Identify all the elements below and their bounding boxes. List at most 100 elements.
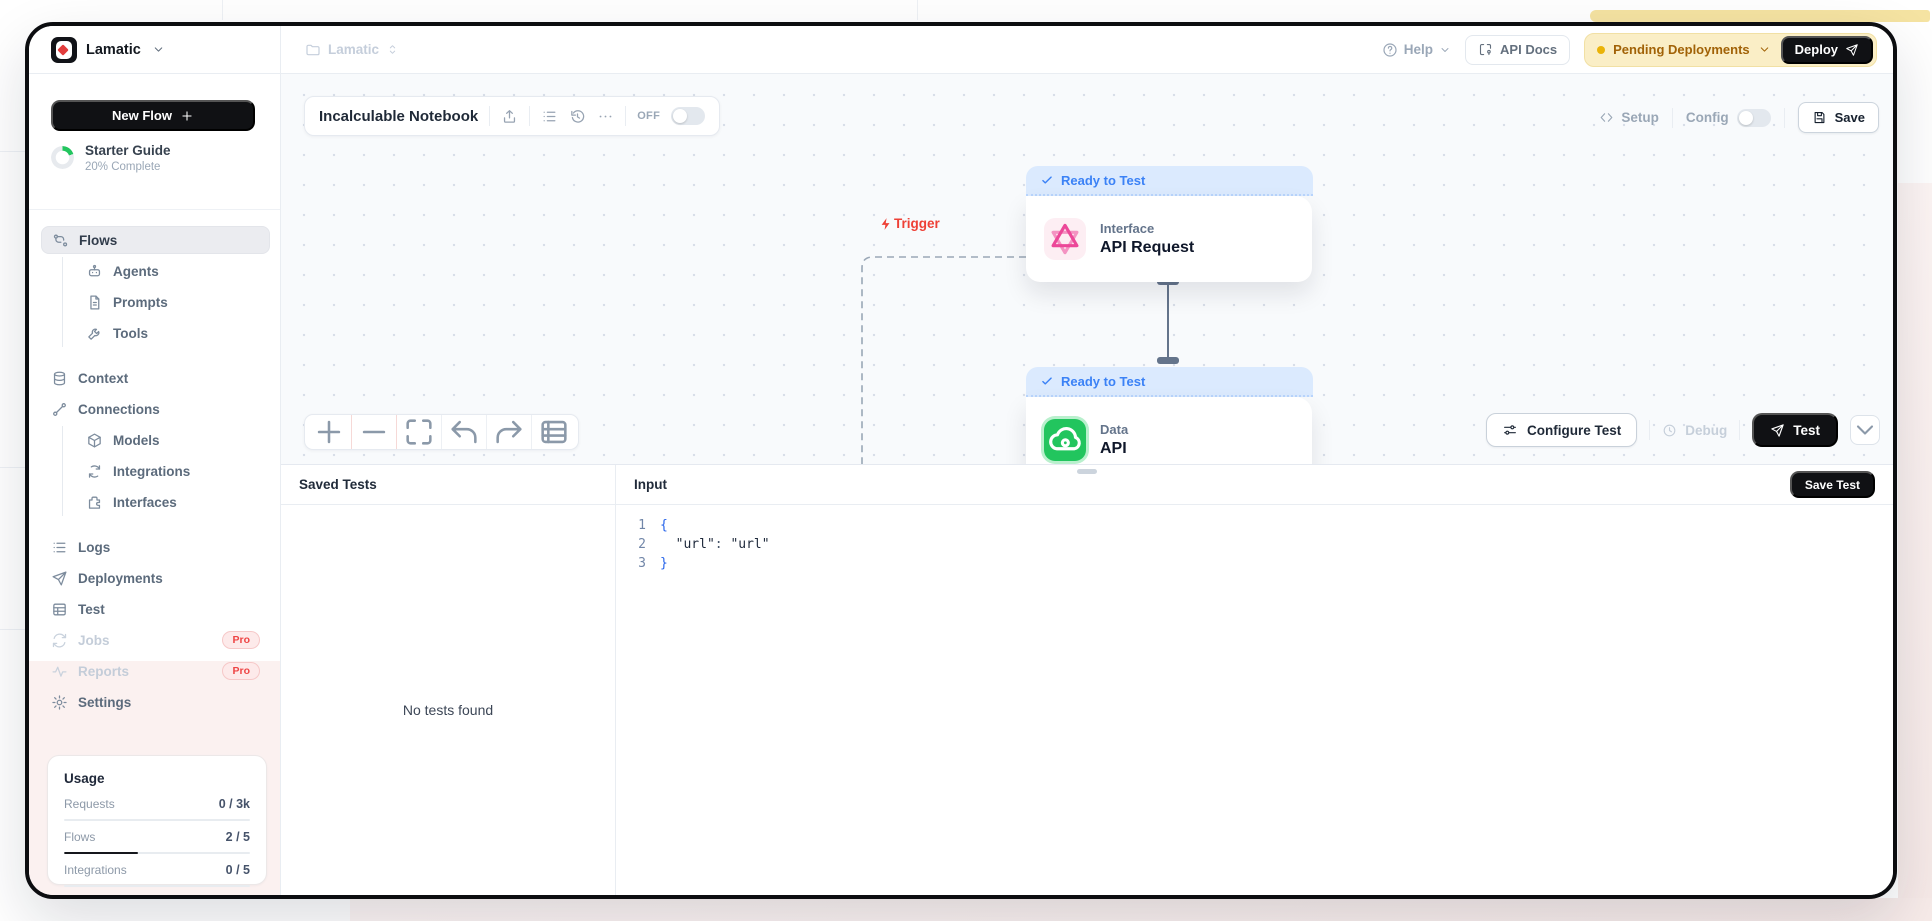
sort-updown-icon [386, 43, 399, 56]
line-number: 3 [638, 556, 646, 571]
usage-value: 0 / 3k [218, 797, 250, 811]
input-header: Input Save Test [616, 465, 1893, 505]
sidebar-item-label: Models [113, 432, 160, 448]
refresh-icon [51, 632, 68, 649]
starter-guide[interactable]: Starter Guide 20% Complete [51, 143, 171, 173]
sidebar-item-logs[interactable]: Logs [41, 533, 270, 561]
breadcrumb[interactable]: Lamatic [305, 42, 399, 58]
saved-tests-title: Saved Tests [299, 477, 377, 492]
zoom-in-button[interactable] [307, 415, 351, 449]
sidebar-item-label: Integrations [113, 463, 191, 479]
flow-canvas[interactable]: Trigger Ready to Test Interface API Requ… [281, 74, 1893, 464]
save-test-button[interactable]: Save Test [1789, 471, 1875, 498]
sidebar-item-prompts[interactable]: Prompts [76, 288, 270, 316]
empty-state-text: No tests found [402, 702, 494, 718]
new-flow-button[interactable]: New Flow [51, 100, 255, 131]
app-frame: Lamatic Lamatic Help A [25, 22, 1897, 899]
code-text: } [660, 556, 668, 571]
panel-resize-handle[interactable] [1077, 469, 1097, 474]
sidebar-item-label: Context [78, 370, 129, 386]
config-toggle[interactable] [1736, 108, 1771, 127]
help-circle-icon [1382, 42, 1398, 58]
graphql-icon [1044, 218, 1086, 260]
pending-deployments-pill[interactable]: Pending Deployments Deploy [1584, 32, 1877, 67]
notes-button[interactable] [532, 415, 576, 449]
usage-progress-track [64, 885, 250, 887]
test-options-button[interactable] [1850, 415, 1880, 445]
pro-badge: Pro [222, 631, 260, 649]
brand-name: Lamatic [86, 41, 141, 58]
divider [1783, 107, 1785, 128]
divider [29, 209, 280, 210]
node-api-request[interactable]: Ready to Test Interface API Request [1026, 166, 1313, 282]
sidebar-item-models[interactable]: Models [76, 426, 270, 454]
divider [351, 415, 352, 449]
bolt-icon [879, 217, 893, 231]
deploy-button[interactable]: Deploy [1780, 35, 1873, 64]
history-icon[interactable] [569, 108, 586, 125]
sidebar-item-tools[interactable]: Tools [76, 319, 270, 347]
code-line: 1{ [616, 516, 1893, 535]
flow-off-label: OFF [637, 110, 661, 122]
divider [441, 415, 442, 449]
usage-row-integrations: Integrations 0 / 5 [64, 863, 250, 887]
sidebar-item-integrations[interactable]: Integrations [76, 457, 270, 485]
list-icon [51, 539, 68, 556]
divider [396, 415, 397, 449]
gear-icon [51, 694, 68, 711]
pending-deployments-label: Pending Deployments [1613, 42, 1750, 57]
sidebar: New Flow Starter Guide 20% Complete Flow… [29, 74, 281, 895]
sidebar-item-settings[interactable]: Settings [41, 688, 270, 716]
undo-button[interactable] [442, 415, 486, 449]
node-card[interactable]: Data API [1026, 397, 1312, 464]
canvas-actions: Setup Config Save [1599, 102, 1879, 133]
canvas-toolbar [304, 414, 579, 450]
fit-view-button[interactable] [397, 415, 441, 449]
folder-icon [305, 42, 321, 58]
clock-icon [1662, 423, 1677, 438]
floppy-icon [1812, 110, 1827, 125]
node-data-api[interactable]: Ready to Test Data API [1026, 367, 1313, 464]
sidebar-item-connections[interactable]: Connections [41, 395, 270, 423]
json-code-editor[interactable]: 1{2 "url": "url" 3} [616, 505, 1893, 895]
sidebar-item-jobs[interactable]: Jobs Pro [41, 626, 270, 654]
save-button[interactable]: Save [1797, 102, 1879, 133]
sidebar-subgroup: Agents Prompts Tools [62, 257, 270, 347]
share-icon[interactable] [501, 108, 518, 125]
chevron-down-icon [1439, 44, 1451, 56]
more-options-icon[interactable] [597, 108, 614, 125]
flow-enabled-toggle[interactable] [671, 107, 706, 125]
debug-button[interactable]: Debug [1662, 423, 1727, 438]
progress-ring [51, 146, 74, 169]
chevron-down-icon [152, 43, 165, 56]
top-nav-right: Help API Docs Pending Deployments Deploy [1382, 32, 1877, 67]
link-icon [51, 401, 68, 418]
node-status-badge: Ready to Test [1026, 166, 1313, 196]
zoom-out-button[interactable] [352, 415, 396, 449]
sidebar-item-flows[interactable]: Flows [41, 226, 270, 254]
input-title: Input [634, 477, 667, 492]
robot-icon [86, 263, 103, 280]
code-text: "url": "url" [675, 537, 770, 552]
configure-test-button[interactable]: Configure Test [1485, 413, 1638, 447]
list-view-icon[interactable] [541, 108, 558, 125]
sidebar-item-test[interactable]: Test [41, 595, 270, 623]
node-card[interactable]: Interface API Request [1026, 196, 1312, 282]
redo-button[interactable] [487, 415, 531, 449]
sidebar-item-interfaces[interactable]: Interfaces [76, 488, 270, 516]
help-menu[interactable]: Help [1382, 42, 1451, 58]
setup-button[interactable]: Setup [1599, 110, 1659, 125]
sidebar-item-agents[interactable]: Agents [76, 257, 270, 285]
divider [1671, 107, 1673, 128]
api-docs-button[interactable]: API Docs [1465, 34, 1571, 65]
sidebar-item-deployments[interactable]: Deployments [41, 564, 270, 592]
test-panel: Saved Tests No tests found Input Save Te… [281, 464, 1893, 895]
test-button[interactable]: Test [1752, 413, 1838, 447]
usage-title: Usage [64, 771, 105, 786]
divider [486, 415, 487, 449]
sidebar-item-context[interactable]: Context [41, 364, 270, 392]
cube-icon [86, 432, 103, 449]
workspace-switcher[interactable]: Lamatic [29, 26, 281, 73]
sidebar-item-reports[interactable]: Reports Pro [41, 657, 270, 685]
